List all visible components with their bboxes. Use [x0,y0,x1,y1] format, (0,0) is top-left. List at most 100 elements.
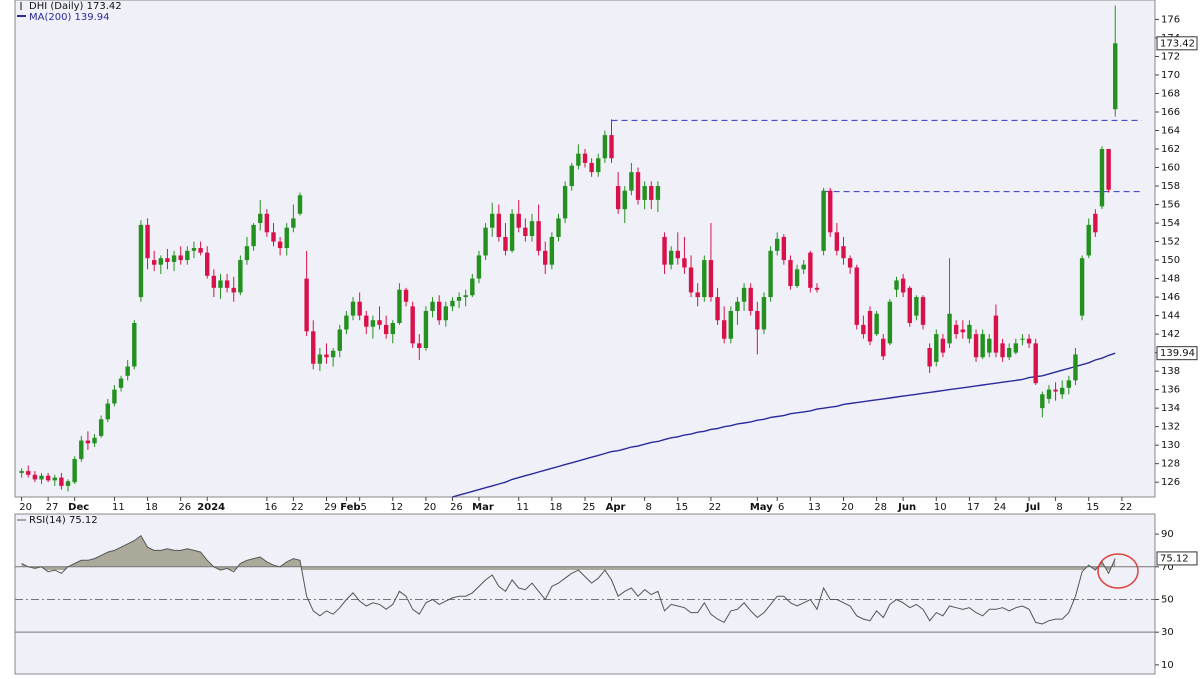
ma-label-box [1156,346,1198,361]
x-tick-label: 11 [516,502,529,513]
x-tick-label: 20 [424,502,437,513]
candle-body [423,310,429,348]
y-tick-label: 166 [1161,107,1180,118]
x-tick-label: Jul [1025,502,1040,513]
candle-body [26,471,31,475]
candle-body [383,324,389,335]
candle-body [894,280,899,290]
candle-body [191,248,197,251]
candle-body [344,315,349,330]
y-tick-label: 172 [1161,51,1180,62]
candle-body [1033,343,1038,384]
x-tick-label: 15 [675,502,688,513]
candle-body [867,310,873,342]
candle-body [854,267,859,325]
candle-body [330,350,336,358]
y-tick-label: 160 [1161,163,1180,174]
candle-body [934,334,939,362]
candle-body [609,135,614,159]
candle-body [456,297,462,301]
candle-body [556,218,561,237]
candle-body [675,250,680,259]
x-tick-label: May [750,502,773,513]
candle-body [125,366,130,376]
x-tick-label: 11 [112,502,125,513]
candle-body [695,292,700,298]
candle-body [158,258,164,265]
candle-body [277,241,283,249]
candle-body [490,213,495,228]
candle-body [622,190,627,210]
candle-body [337,329,342,351]
candle-body [403,289,409,302]
candle-body [887,301,893,344]
price-panel [14,0,1156,498]
candle-body [1040,394,1045,409]
candle-body [377,320,382,325]
candle-body [1026,338,1032,344]
candle-body [1013,343,1019,353]
rsi-label-box [1156,551,1198,566]
rsi-panel [14,513,1156,675]
x-tick-label: 8 [1056,502,1062,513]
x-tick-label: 29 [324,502,337,513]
candle-body [1099,149,1105,207]
y-tick-label: 170 [1161,70,1180,81]
candle-body [841,246,846,259]
x-tick-label: 22 [709,502,722,513]
y-tick-label: 176 [1161,14,1180,25]
candle-body [1020,338,1025,340]
x-tick-label: 13 [808,502,821,513]
candle-body [118,378,124,388]
candle-body [874,313,879,335]
candle-body [649,186,654,200]
candle-body [165,258,170,262]
candle-body [834,232,840,251]
candle-body [655,186,661,200]
candle-body [814,287,820,290]
x-tick-label: Dec [68,502,89,513]
candle-body [297,195,303,214]
candle-body [741,287,747,302]
candle-body [549,236,555,265]
y-tick-label: 152 [1161,237,1180,248]
candle-body [470,278,475,296]
candle-body [914,297,919,316]
candle-body [748,287,753,311]
highlight-circle [1097,553,1139,589]
candle-body [596,158,601,173]
candle-body [907,287,912,324]
candle-body [702,260,707,298]
x-tick-label: Feb [340,502,360,513]
candle-body [311,331,316,364]
candle-body [105,403,110,420]
candle-body [317,354,323,364]
candle-body [503,236,508,251]
legend-text: RSI(14) 75.12 [29,515,98,526]
x-tick-label: 20 [841,502,854,513]
y-tick-label: 154 [1161,218,1180,229]
candle-body [19,471,24,473]
x-tick-label: 28 [874,502,887,513]
candle-body [145,224,150,259]
candle-body [324,354,329,358]
x-tick-label: 26 [450,502,463,513]
candle-body [65,481,71,486]
candle-body [775,238,780,251]
candle-body [264,213,270,233]
candle-body [543,250,548,265]
candle-body [582,153,588,163]
rsi-line [21,534,1116,625]
y-tick-label: 70 [1161,562,1174,573]
candle-body [39,475,44,480]
candle-body [529,221,535,237]
y-tick-label: 132 [1161,422,1180,433]
candle-body [205,252,210,276]
price-label-box [1156,36,1198,51]
candle-body [211,275,217,288]
candle-body [132,323,137,367]
candle-body [151,260,157,265]
candle-body [291,218,296,228]
candle-body [1093,213,1098,233]
